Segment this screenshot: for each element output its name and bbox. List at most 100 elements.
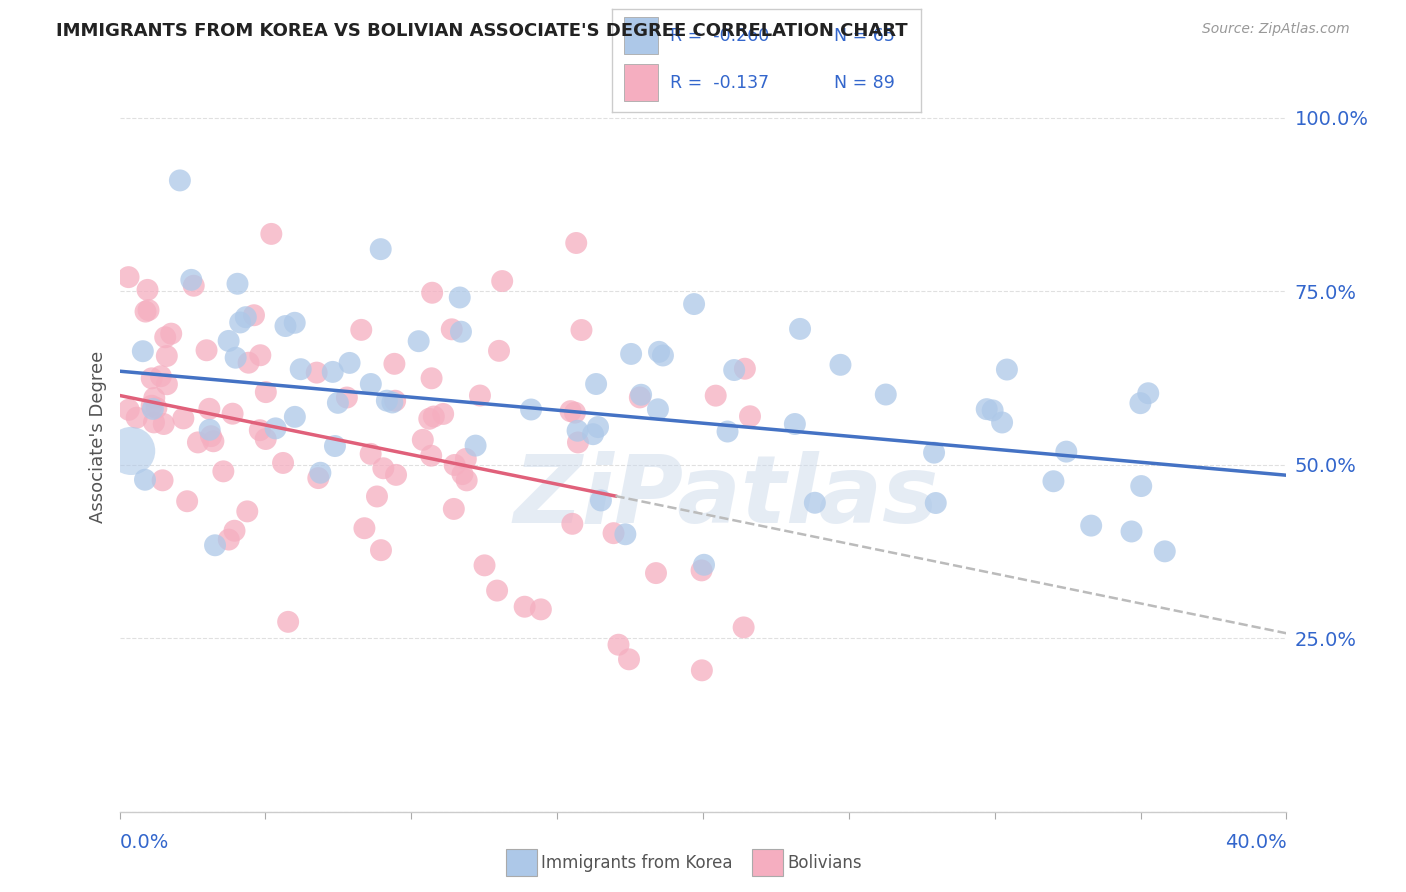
Point: [648, 344, 671, 359]
Point: [235, 310, 257, 325]
Point: [307, 471, 329, 485]
Point: [412, 433, 434, 447]
Point: [420, 449, 443, 463]
Point: [375, 393, 398, 408]
Text: IMMIGRANTS FROM KOREA VS BOLIVIAN ASSOCIATE'S DEGREE CORRELATION CHART: IMMIGRANTS FROM KOREA VS BOLIVIAN ASSOCI…: [56, 22, 908, 40]
Point: [224, 524, 246, 538]
Point: [408, 334, 430, 349]
Point: [589, 493, 612, 508]
Point: [491, 274, 513, 288]
Point: [366, 490, 388, 504]
Point: [169, 173, 191, 187]
Text: R =  -0.260: R = -0.260: [671, 27, 769, 45]
Point: [326, 396, 349, 410]
Point: [567, 435, 589, 450]
Point: [142, 401, 165, 416]
Point: [370, 543, 392, 558]
Point: [381, 395, 404, 409]
Point: [212, 464, 235, 478]
Text: ZiPatlas: ZiPatlas: [513, 451, 939, 543]
Point: [645, 566, 668, 580]
Point: [690, 563, 713, 577]
Point: [474, 558, 496, 573]
Point: [141, 399, 163, 413]
Point: [443, 458, 465, 472]
Text: 0.0%: 0.0%: [120, 833, 169, 853]
Point: [149, 369, 172, 384]
Point: [249, 348, 271, 362]
Point: [617, 652, 640, 666]
Point: [160, 326, 183, 341]
Point: [254, 432, 277, 446]
Point: [136, 283, 159, 297]
Point: [683, 297, 706, 311]
Text: Source: ZipAtlas.com: Source: ZipAtlas.com: [1202, 22, 1350, 37]
Point: [249, 423, 271, 437]
Point: [723, 363, 745, 377]
Point: [384, 393, 406, 408]
Point: [830, 358, 852, 372]
Point: [1137, 386, 1160, 401]
Point: [218, 533, 240, 547]
Point: [456, 474, 478, 488]
Point: [284, 409, 307, 424]
Point: [336, 391, 359, 405]
Point: [520, 402, 543, 417]
Point: [628, 391, 651, 405]
Text: R =  -0.137: R = -0.137: [671, 74, 769, 92]
Point: [225, 351, 247, 365]
Point: [221, 407, 243, 421]
Point: [238, 356, 260, 370]
Point: [229, 316, 252, 330]
Point: [585, 377, 607, 392]
Point: [1042, 475, 1064, 489]
Point: [309, 466, 332, 480]
Point: [370, 242, 392, 256]
Point: [443, 502, 465, 516]
Point: [432, 407, 454, 421]
Point: [204, 538, 226, 552]
Point: [322, 365, 344, 379]
Point: [486, 583, 509, 598]
Point: [571, 323, 593, 337]
Point: [152, 417, 174, 431]
Point: [271, 456, 294, 470]
Point: [176, 494, 198, 508]
Point: [789, 322, 811, 336]
Point: [586, 420, 609, 434]
Point: [152, 473, 174, 487]
Point: [125, 410, 148, 425]
Point: [260, 227, 283, 241]
Point: [323, 439, 346, 453]
Point: [305, 366, 328, 380]
Point: [198, 423, 221, 437]
Point: [373, 461, 395, 475]
FancyBboxPatch shape: [624, 64, 658, 101]
Point: [339, 356, 361, 370]
Point: [1054, 444, 1077, 458]
Point: [360, 447, 382, 461]
Point: [804, 496, 827, 510]
Point: [733, 620, 755, 634]
Point: [468, 388, 491, 402]
Text: 40.0%: 40.0%: [1225, 833, 1286, 853]
Point: [135, 304, 157, 318]
Point: [693, 558, 716, 572]
Point: [875, 387, 897, 401]
Point: [420, 285, 443, 300]
Point: [1080, 518, 1102, 533]
Text: N = 89: N = 89: [834, 74, 896, 92]
Point: [200, 429, 222, 443]
Point: [350, 323, 373, 337]
Point: [138, 303, 160, 318]
Point: [423, 409, 446, 424]
Point: [783, 417, 806, 431]
Point: [254, 385, 277, 400]
Point: [236, 504, 259, 518]
Y-axis label: Associate's Degree: Associate's Degree: [89, 351, 107, 524]
Point: [141, 371, 163, 385]
Point: [284, 316, 307, 330]
Point: [143, 416, 166, 430]
Point: [454, 452, 477, 467]
Point: [976, 402, 998, 417]
